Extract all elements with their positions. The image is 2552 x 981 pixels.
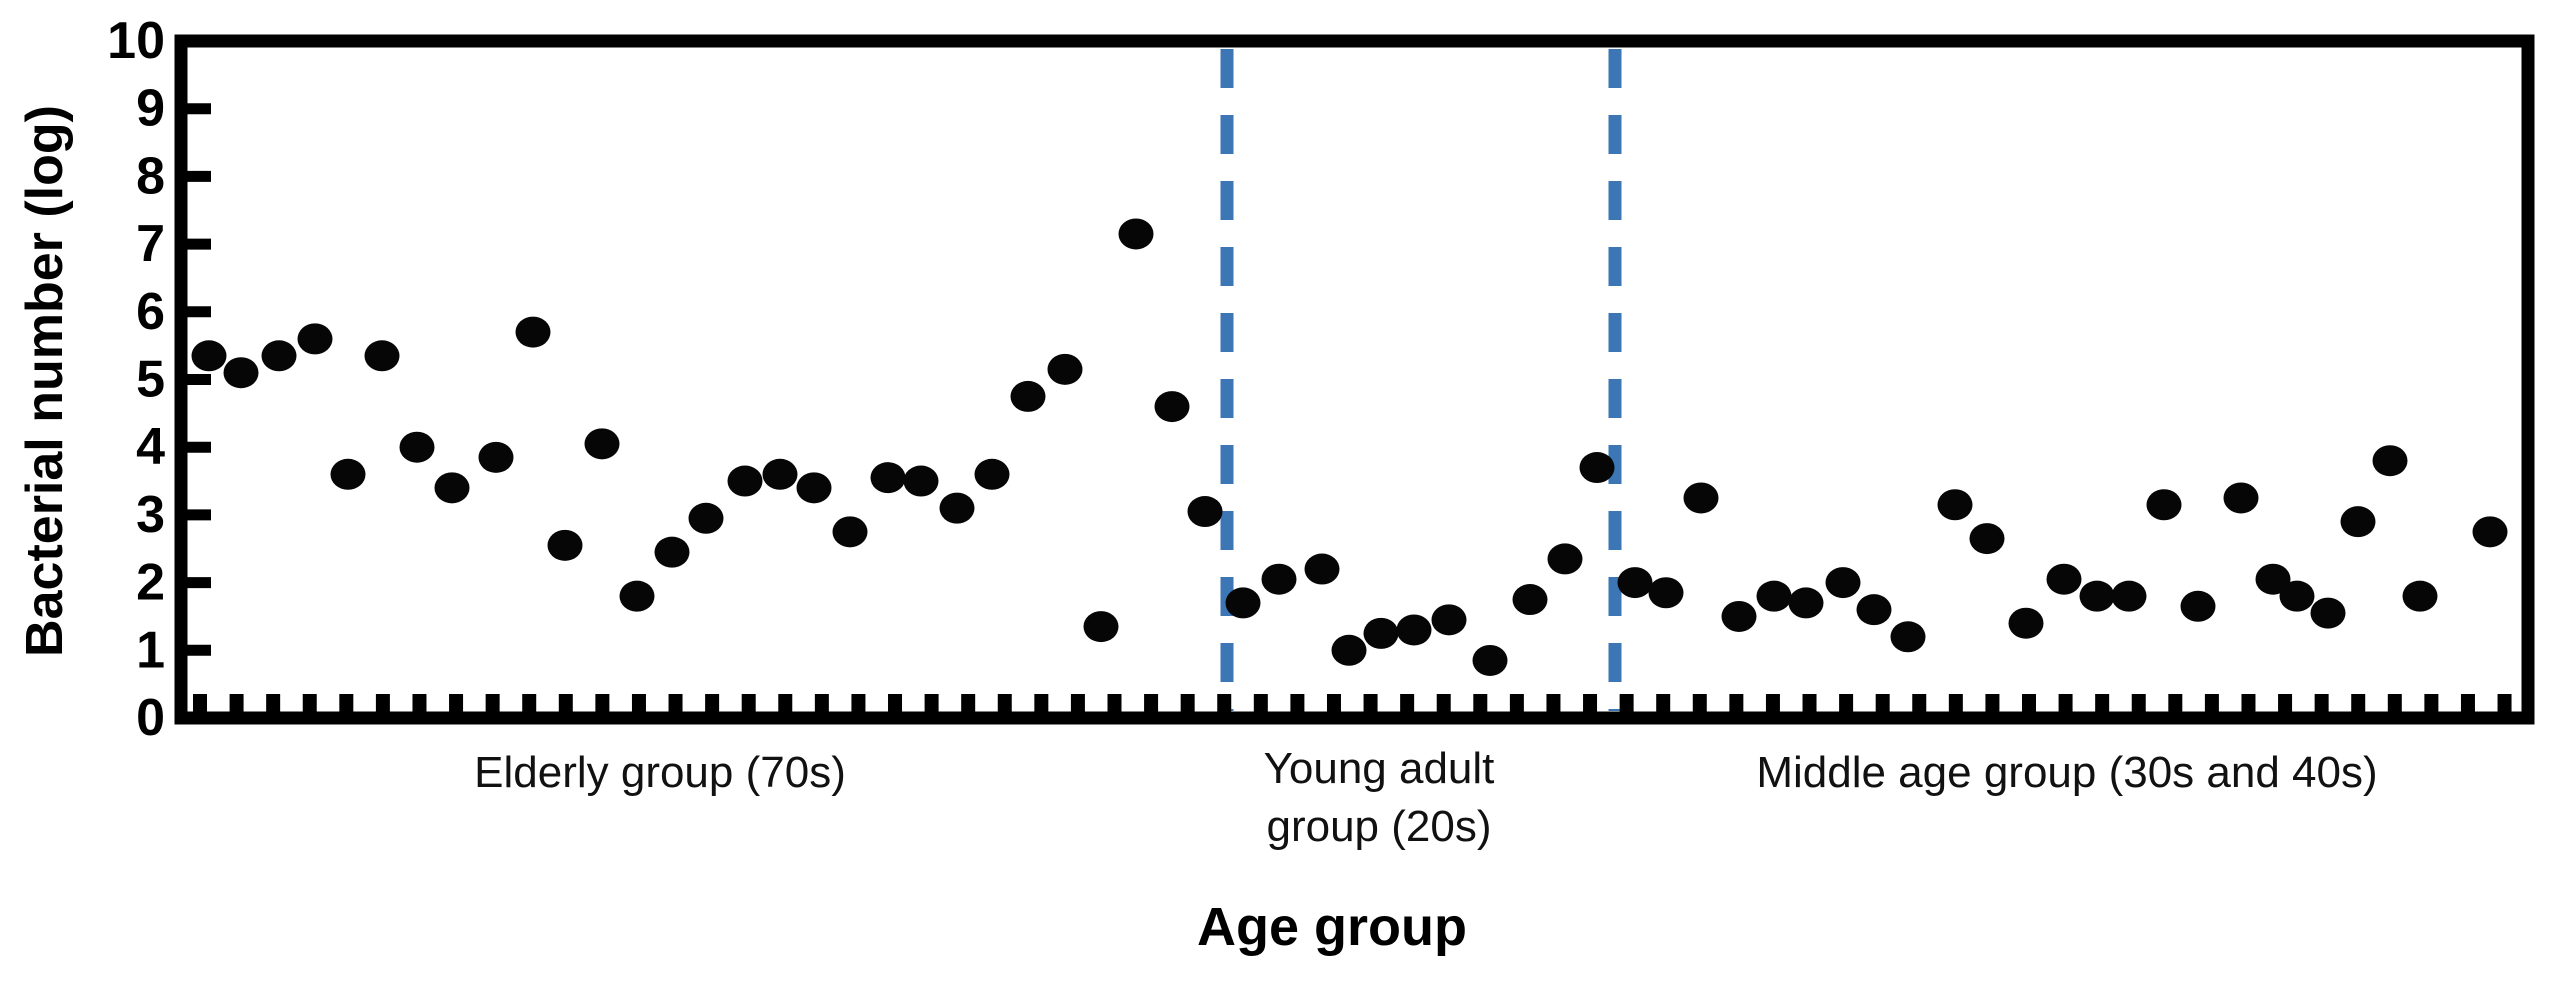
group-label-elderly: Elderly group (70s)	[474, 748, 846, 797]
data-point	[1969, 523, 2005, 555]
data-point	[654, 536, 690, 568]
plot-frame-rect	[174, 34, 2535, 725]
data-point	[1648, 577, 1684, 609]
data-point	[2046, 563, 2082, 595]
data-point	[2079, 580, 2115, 612]
data-point	[2340, 506, 2376, 538]
data-point	[1825, 567, 1861, 599]
data-point	[1304, 553, 1340, 585]
data-point	[1788, 587, 1824, 619]
data-point	[1154, 391, 1190, 423]
plot-frame	[174, 34, 2535, 725]
data-point	[2472, 516, 2508, 548]
data-point	[2372, 445, 2408, 477]
data-point	[2310, 597, 2346, 629]
data-point	[1363, 617, 1399, 649]
data-point	[1331, 634, 1367, 666]
x-axis-title: Age group	[1197, 897, 1467, 957]
data-point	[1225, 587, 1261, 619]
data-point	[974, 458, 1010, 490]
data-point	[1683, 482, 1719, 514]
data-point	[261, 340, 297, 372]
data-point	[1617, 567, 1653, 599]
data-point	[1118, 218, 1154, 250]
y-axis-title: Bacterial number (log)	[16, 105, 74, 657]
group-label-young-adult: Young adult group (20s)	[1263, 744, 1495, 852]
data-point	[903, 465, 939, 497]
data-point	[1579, 452, 1615, 484]
y-tick-label: 9	[136, 80, 165, 138]
data-point	[2146, 489, 2182, 521]
data-point	[2402, 580, 2438, 612]
data-point	[1856, 594, 1892, 626]
data-point	[688, 502, 724, 534]
y-tick-label: 10	[107, 12, 165, 70]
data-point	[1010, 380, 1046, 412]
data-point	[1547, 543, 1583, 575]
x-axis-ticks	[193, 694, 2512, 712]
data-point	[191, 340, 227, 372]
data-point	[727, 465, 763, 497]
data-point	[2180, 590, 2216, 622]
data-point	[1431, 604, 1467, 636]
data-point	[1756, 580, 1792, 612]
data-point	[1261, 563, 1297, 595]
group-label-middle-age: Middle age group (30s and 40s)	[1756, 748, 2378, 797]
y-tick-label: 2	[136, 554, 165, 612]
data-point	[619, 580, 655, 612]
data-point	[2008, 607, 2044, 639]
data-point	[223, 357, 259, 389]
data-point	[1890, 621, 1926, 653]
y-tick-label: 4	[136, 418, 165, 476]
data-point	[1083, 611, 1119, 643]
data-point	[364, 340, 400, 372]
data-point	[2255, 563, 2291, 595]
data-point	[434, 472, 470, 504]
y-tick-label: 0	[136, 689, 165, 747]
y-tick-label: 8	[136, 147, 165, 205]
y-tick-label: 5	[136, 351, 165, 409]
data-point	[330, 458, 366, 490]
y-tick-label: 7	[136, 215, 165, 273]
y-tick-label: 6	[136, 283, 165, 341]
data-point	[399, 431, 435, 463]
data-point	[1472, 644, 1508, 676]
data-point	[478, 441, 514, 473]
data-point	[297, 323, 333, 355]
data-point	[515, 316, 551, 348]
y-tick-label: 3	[136, 486, 165, 544]
data-point	[547, 529, 583, 561]
data-point	[2279, 580, 2315, 612]
data-point	[832, 516, 868, 548]
data-point	[762, 458, 798, 490]
y-tick-label: 1	[136, 621, 165, 679]
data-point	[1396, 614, 1432, 646]
data-point	[2223, 482, 2259, 514]
group-separator-lines	[1220, 49, 1622, 711]
data-point	[1187, 496, 1223, 528]
y-axis-ticks	[186, 103, 211, 656]
data-point	[1937, 489, 1973, 521]
data-point	[870, 462, 906, 494]
data-point	[2111, 580, 2147, 612]
data-point	[1512, 584, 1548, 616]
data-point	[584, 428, 620, 460]
data-point	[939, 492, 975, 524]
data-point	[1047, 353, 1083, 385]
data-point	[796, 472, 832, 504]
data-point	[1721, 600, 1757, 632]
data-points	[191, 218, 2508, 676]
y-axis-tick-labels: 0 1 2 3 4 5 6 7 8 9 10	[107, 12, 165, 747]
